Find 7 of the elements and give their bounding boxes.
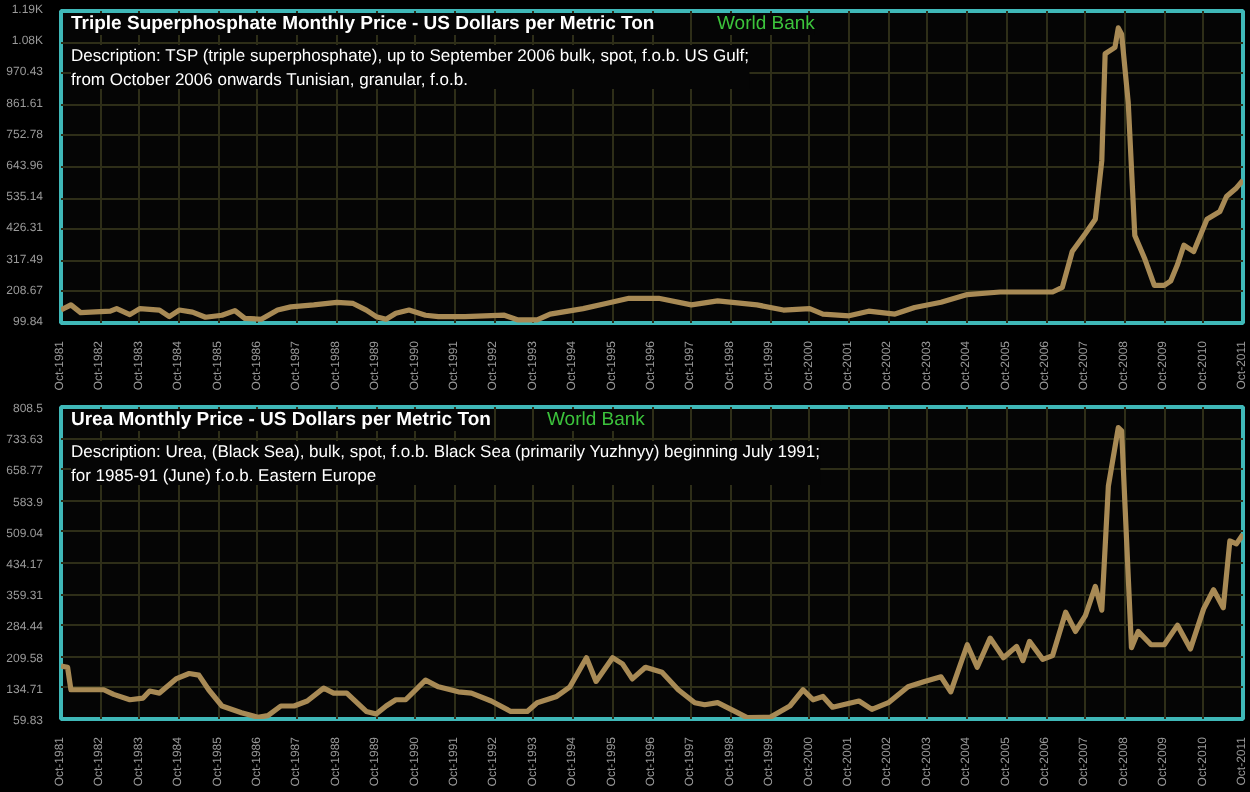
text: Description: Urea, (Black Sea), bulk, spot, f.o.b. Black Sea (primarily Yuzhnyy) beginning July 1991; for 1985-91 (June) f.o.b. Eastern Europe xyxy=(71,441,820,485)
chart-title: Triple Superphosphate Monthly Price - US Dollars per Metric Ton xyxy=(71,13,655,35)
annotation: World Bank xyxy=(717,13,816,35)
text: Description: TSP (triple superphosphate), up to September 2006 bulk, spot, f.o.b. US Gulf; from October 2006 onwards Tunisian, granular, f.o.b. xyxy=(71,45,749,89)
annotation: World Bank xyxy=(547,409,646,431)
line-series xyxy=(61,425,1243,719)
chart-title: Urea Monthly Price - US Dollars per Metric Ton xyxy=(71,409,492,431)
